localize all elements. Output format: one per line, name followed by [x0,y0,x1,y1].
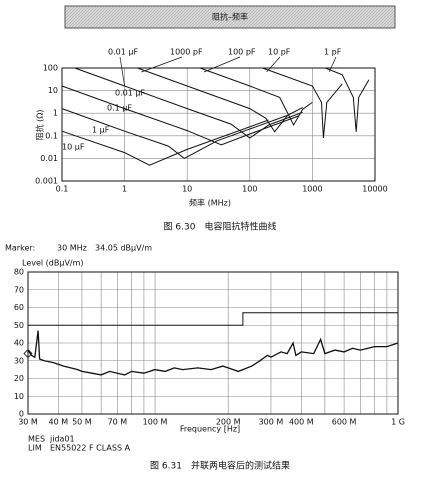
series-label: 0.01 μF [115,89,145,98]
x-axis-label: Frequency [Hz] [180,425,240,434]
y-axis-label: Level (dBμV/m) [22,259,84,268]
series-line [262,67,343,139]
annotation: 0.01 μF [108,48,138,57]
title-box [64,5,396,29]
series-label: 1000 pF [170,48,203,57]
x-tick-label: 300 M [259,418,284,427]
x-tick-label: 10000 [362,185,387,194]
caption: 图 6.30 电容阻抗特性曲线 [164,221,277,233]
label-arrow [266,56,281,73]
y-tick-label: 10 [14,392,24,401]
y-tick-label: 70 [14,285,24,294]
legend-name: MES [28,435,45,444]
marker-y: 34.05 dBμV/m [95,244,152,253]
y-tick-label: 10 [48,86,58,95]
x-tick-label: 100 [242,185,257,194]
x-tick-label: 40 M [49,418,69,427]
series-line [199,67,313,127]
series-line [61,119,269,166]
series-label: 100 pF [228,48,256,57]
marker-label: Marker: [5,244,35,253]
chart-title: 阻抗–频率 [212,12,248,22]
series-line [74,67,303,139]
x-axis-label: 频率 (MHz) [189,198,231,208]
series-label: 1 μF [92,126,110,135]
plot-frame [61,67,376,182]
marker-point [23,348,33,359]
x-tick-label: 400 M [289,418,314,427]
label-arrow [141,56,183,73]
y-tick-label: 20 [14,374,24,383]
series-label: 1 pF [324,48,342,57]
x-tick-label: 100 M [143,418,168,427]
series-line [61,85,299,146]
x-tick-label: 10 [182,185,192,194]
caption: 图 6.31 并联两电容后的测试结果 [150,460,290,472]
label-arrow [203,56,241,73]
series-line [27,330,399,376]
legend-desc: EN55022 F CLASS A [50,444,131,453]
y-tick-label: 40 [14,339,24,348]
x-tick-label: 600 M [332,418,357,427]
x-tick-label: 1 G [391,418,405,427]
y-tick-label: 0.1 [45,131,58,140]
legend-desc: jida01 [49,435,75,444]
marker-x: 30 MHz [57,244,87,253]
series-line [61,108,288,159]
y-tick-label: 1 [53,109,58,118]
y-tick-label: 0 [19,410,24,419]
x-tick-label: 50 M [72,418,92,427]
y-tick-label: 100 [43,64,58,73]
series-label: 0.1 μF [107,104,132,113]
y-axis-label: 阻抗 (Ω) [35,110,45,141]
label-arrow [328,56,337,73]
y-tick-label: 30 [14,356,24,365]
y-tick-label: 0.01 [40,154,58,163]
label-arrow [119,56,125,87]
series-label: 10 pF [268,48,291,57]
legend-name: LIM [28,444,42,453]
x-tick-label: 200 M [216,418,241,427]
x-tick-label: 70 M [108,418,128,427]
series-line [137,67,303,133]
y-tick-label: 0.001 [35,177,58,186]
y-tick-label: 50 [14,321,24,330]
y-tick-label: 80 [14,268,24,277]
series-label: 10 μF [62,143,85,152]
x-tick-label: 30 M [18,418,38,427]
series-line [28,312,398,326]
x-tick-label: 1 [122,185,127,194]
x-tick-label: 1000 [302,185,322,194]
y-tick-label: 60 [14,303,24,312]
series-line [325,67,370,132]
x-tick-label: 0.1 [56,185,69,194]
